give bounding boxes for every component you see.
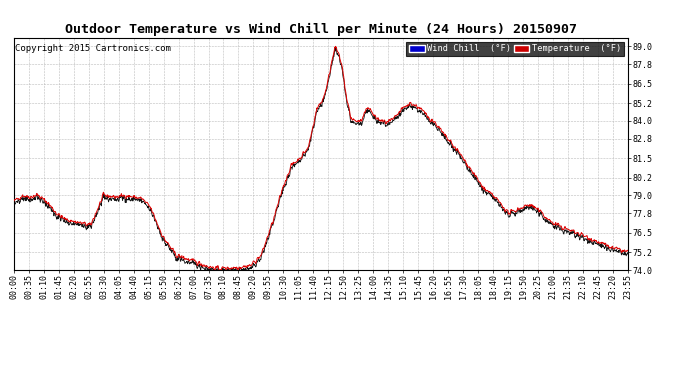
Legend: Wind Chill  (°F), Temperature  (°F): Wind Chill (°F), Temperature (°F) — [406, 42, 624, 56]
Title: Outdoor Temperature vs Wind Chill per Minute (24 Hours) 20150907: Outdoor Temperature vs Wind Chill per Mi… — [65, 23, 577, 36]
Text: Copyright 2015 Cartronics.com: Copyright 2015 Cartronics.com — [15, 45, 171, 54]
